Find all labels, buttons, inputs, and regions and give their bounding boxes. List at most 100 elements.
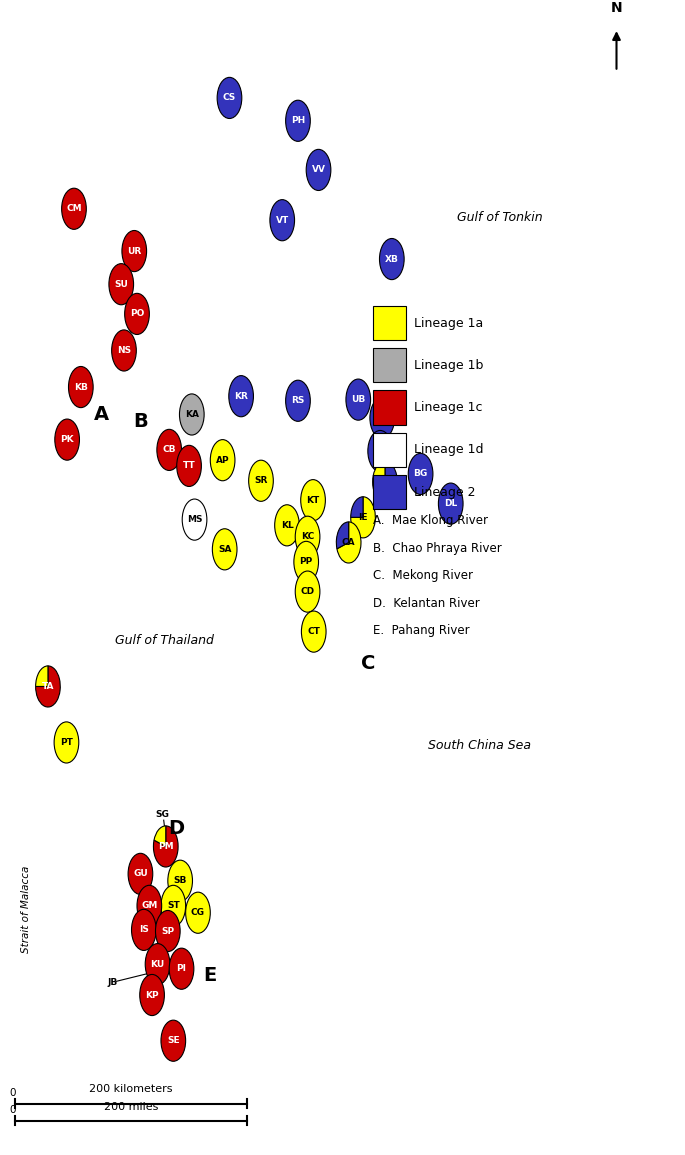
Text: AP: AP	[216, 456, 229, 464]
Text: CT: CT	[308, 627, 320, 636]
Text: C: C	[362, 654, 375, 673]
Text: CS: CS	[223, 94, 236, 103]
Text: KB: KB	[74, 382, 88, 392]
Circle shape	[275, 505, 299, 546]
Text: D: D	[169, 819, 185, 837]
Circle shape	[379, 238, 404, 280]
Text: SE: SE	[167, 1036, 179, 1045]
Circle shape	[157, 430, 182, 470]
Wedge shape	[153, 826, 178, 867]
Circle shape	[438, 483, 463, 524]
Circle shape	[132, 909, 156, 951]
Circle shape	[109, 263, 134, 305]
Text: 200 kilometers: 200 kilometers	[89, 1085, 173, 1095]
Circle shape	[186, 892, 210, 933]
Circle shape	[301, 611, 326, 653]
Text: ST: ST	[167, 901, 179, 910]
Circle shape	[169, 948, 194, 990]
Text: PO: PO	[130, 310, 144, 319]
Text: CG: CG	[191, 908, 205, 917]
Text: PP: PP	[299, 558, 313, 566]
Text: SC: SC	[378, 477, 392, 486]
Circle shape	[295, 516, 320, 558]
Text: KU: KU	[151, 960, 164, 969]
Circle shape	[68, 366, 93, 408]
Bar	[373, 348, 406, 382]
Wedge shape	[373, 461, 397, 502]
Text: UB: UB	[351, 395, 365, 404]
Bar	[373, 433, 406, 467]
Text: MS: MS	[187, 515, 202, 524]
Text: 200 miles: 200 miles	[103, 1102, 158, 1111]
Circle shape	[122, 231, 147, 271]
Text: Lineage 1b: Lineage 1b	[414, 359, 484, 372]
Wedge shape	[36, 666, 60, 707]
Text: PM: PM	[158, 842, 173, 851]
Circle shape	[179, 394, 204, 435]
Text: IS: IS	[139, 925, 149, 934]
Bar	[373, 475, 406, 509]
Text: Lineage 1a: Lineage 1a	[414, 316, 484, 329]
Circle shape	[368, 431, 393, 471]
Circle shape	[229, 375, 253, 417]
Text: KR: KR	[234, 392, 248, 401]
Circle shape	[295, 571, 320, 612]
Circle shape	[140, 975, 164, 1015]
Text: KT: KT	[306, 495, 320, 505]
Text: A: A	[94, 405, 109, 424]
Wedge shape	[154, 826, 166, 847]
Text: N: N	[611, 0, 622, 15]
Text: South China Sea: South China Sea	[428, 739, 531, 752]
Circle shape	[249, 460, 273, 501]
Text: CA: CA	[342, 538, 356, 547]
Text: PI: PI	[177, 964, 186, 974]
Text: PK: PK	[60, 435, 74, 445]
Circle shape	[145, 944, 170, 985]
Text: UR: UR	[127, 246, 141, 255]
Text: SA: SA	[218, 545, 232, 554]
Text: SG: SG	[155, 810, 169, 819]
Text: PT: PT	[60, 738, 73, 747]
Circle shape	[408, 453, 433, 494]
Text: Gulf of Thailand: Gulf of Thailand	[115, 634, 214, 647]
Text: PH: PH	[291, 117, 305, 125]
Text: BG: BG	[414, 469, 427, 478]
Circle shape	[55, 419, 79, 460]
Text: KL: KL	[281, 521, 293, 530]
Circle shape	[125, 293, 149, 335]
Text: KP: KP	[145, 991, 159, 999]
Circle shape	[212, 529, 237, 569]
Text: Lineage 1c: Lineage 1c	[414, 401, 483, 415]
Circle shape	[217, 77, 242, 119]
Circle shape	[161, 885, 186, 926]
Text: JB: JB	[108, 978, 117, 986]
Text: CB: CB	[162, 446, 176, 454]
Text: PX: PX	[375, 413, 389, 423]
Text: XB: XB	[385, 254, 399, 263]
Circle shape	[301, 479, 325, 521]
Circle shape	[270, 200, 295, 240]
Circle shape	[155, 910, 180, 952]
Text: 0: 0	[10, 1088, 16, 1098]
Text: TT: TT	[183, 461, 195, 470]
Circle shape	[128, 854, 153, 894]
Text: B.  Chao Phraya River: B. Chao Phraya River	[373, 542, 502, 554]
Text: Gulf of Tonkin: Gulf of Tonkin	[458, 211, 543, 224]
Circle shape	[168, 860, 192, 901]
Circle shape	[54, 722, 79, 763]
Circle shape	[182, 499, 207, 541]
Bar	[373, 306, 406, 341]
Circle shape	[112, 330, 136, 371]
Wedge shape	[351, 497, 375, 538]
Text: SU: SU	[114, 280, 128, 289]
Text: NS: NS	[117, 346, 131, 355]
Text: E.  Pahang River: E. Pahang River	[373, 624, 470, 636]
Text: Lineage 1d: Lineage 1d	[414, 444, 484, 456]
Text: 0: 0	[10, 1105, 16, 1115]
Text: KA: KA	[185, 410, 199, 419]
Circle shape	[306, 149, 331, 191]
Text: TA: TA	[42, 681, 54, 691]
Text: SR: SR	[254, 476, 268, 485]
Wedge shape	[351, 497, 363, 517]
Circle shape	[346, 379, 371, 420]
